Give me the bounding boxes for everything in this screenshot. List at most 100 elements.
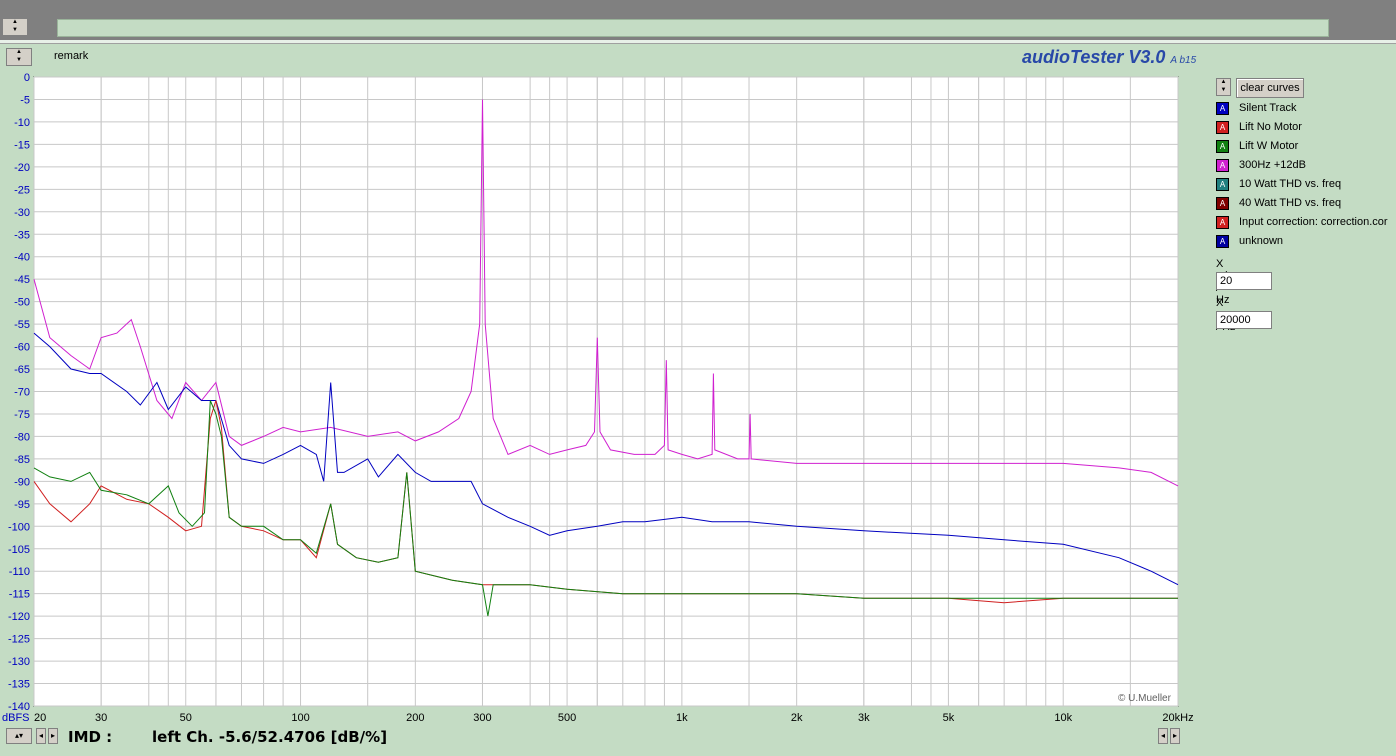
x-tick-label: 3k (858, 712, 870, 724)
x-tick-label: 20kHz (1162, 712, 1193, 724)
imd-label: IMD : (68, 728, 113, 746)
x-tick-label: 30 (95, 712, 107, 724)
imd-value: left Ch. -5.6/52.4706 [dB/%] (152, 728, 388, 746)
y-tick-label: -95 (14, 499, 30, 511)
curve-color-swatch-icon[interactable]: A (1216, 196, 1229, 210)
legend-item[interactable]: A 40 Watt THD vs. freq (1216, 195, 1396, 211)
legend-label: Silent Track (1239, 102, 1297, 114)
x-tick-label: 2k (791, 712, 803, 724)
legend-label: Lift W Motor (1239, 140, 1299, 152)
y-tick-label: -80 (14, 431, 30, 443)
remark-label: remark (54, 50, 89, 62)
status-bar: ▴▾ ◂ ▸ IMD : left Ch. -5.6/52.4706 [dB/%… (0, 724, 1396, 756)
y-tick-label: -70 (14, 387, 30, 399)
x-tick-label: 10k (1054, 712, 1072, 724)
y-tick-label: -130 (8, 656, 30, 668)
y-tick-label: -55 (14, 319, 30, 331)
status-spinner[interactable]: ▴▾ (6, 728, 32, 744)
spin-down-icon[interactable]: ▼ (16, 57, 22, 63)
scroll-left-icon[interactable]: ◂ (1158, 728, 1168, 744)
app-version-suffix: A b15 (1170, 55, 1197, 66)
curve-color-swatch-icon[interactable]: A (1216, 101, 1229, 115)
curve-color-swatch-icon[interactable]: A (1216, 120, 1229, 134)
legend-item[interactable]: A Lift No Motor (1216, 119, 1396, 135)
x-tick-label: 300 (473, 712, 491, 724)
chart-ticks: 0 -5 -10 -15 -20 -25 -30 -35 -40 -45 -50 -55 -60 -65 -… (8, 72, 1194, 724)
y-tick-label: -125 (8, 634, 30, 646)
remark-spinner[interactable]: ▲ ▼ (6, 48, 32, 66)
app-title: audioTester V3.0 A b15 (1022, 47, 1196, 68)
y-tick-label: -15 (14, 139, 30, 151)
top-toolbar: ▲ ▼ (0, 0, 1396, 40)
curve-color-swatch-icon[interactable]: A (1216, 234, 1229, 248)
series-line (33, 99, 1179, 487)
y-tick-label: -5 (20, 94, 30, 106)
y-tick-label: -100 (8, 521, 30, 533)
legend-label: 300Hz +12dB (1239, 159, 1306, 171)
copyright: © U.Mueller (1118, 693, 1172, 704)
y-tick-label: -25 (14, 184, 30, 196)
x-tick-label: 500 (558, 712, 576, 724)
legend-label: 40 Watt THD vs. freq (1239, 197, 1342, 209)
spectrum-chart[interactable]: 0 -5 -10 -15 -20 -25 -30 -35 -40 -45 -50 -55 -60 -65 -… (0, 66, 1210, 724)
curve-color-swatch-icon[interactable]: A (1216, 177, 1229, 191)
y-tick-label: -10 (14, 117, 30, 129)
legend-label: Input correction: correction.cor (1239, 216, 1388, 228)
clear-curves-button[interactable]: clear curves (1236, 78, 1304, 98)
y-tick-label: -90 (14, 476, 30, 488)
series-line (33, 400, 1178, 617)
y-tick-label: -115 (9, 589, 30, 601)
legend-label: 10 Watt THD vs. freq (1239, 178, 1342, 190)
legend-item[interactable]: A Lift W Motor (1216, 138, 1396, 154)
y-tick-label: -35 (14, 229, 30, 241)
chart-series (33, 99, 1179, 617)
y-tick-label: -65 (14, 364, 30, 376)
x-tick-label: 50 (180, 712, 192, 724)
xmax-input[interactable]: 20000 (1216, 311, 1272, 329)
x-tick-label: 1k (676, 712, 688, 724)
curve-color-swatch-icon[interactable]: A (1216, 139, 1229, 153)
x-tick-label: 200 (406, 712, 424, 724)
spin-down-icon[interactable]: ▼ (12, 27, 18, 33)
xmin-input[interactable]: 20 (1216, 272, 1272, 290)
y-tick-label: -30 (14, 207, 30, 219)
y-tick-label: -105 (8, 544, 30, 556)
y-tick-label: -135 (8, 679, 30, 691)
spin-up-icon[interactable]: ▲ (12, 19, 18, 25)
y-tick-label: -50 (14, 297, 30, 309)
y-tick-label: -120 (8, 611, 30, 623)
y-tick-label: -75 (14, 409, 30, 421)
y-tick-label: -60 (14, 342, 30, 354)
y-tick-label: -40 (14, 252, 30, 264)
y-tick-label: -110 (9, 566, 30, 578)
curve-color-swatch-icon[interactable]: A (1216, 215, 1229, 229)
legend-item[interactable]: A Silent Track (1216, 100, 1396, 116)
x-tick-label: 100 (291, 712, 309, 724)
y-tick-label: -20 (14, 162, 30, 174)
app-name: audioTester V3.0 (1022, 47, 1166, 67)
y-axis-label: dBFS (2, 712, 30, 724)
legend-item[interactable]: A Input correction: correction.cor (1216, 214, 1396, 230)
spin-up-icon[interactable]: ▲ (1220, 79, 1227, 85)
curve-color-swatch-icon[interactable]: A (1216, 158, 1229, 172)
top-progress-field (57, 19, 1329, 37)
chart-grid (33, 76, 1179, 707)
series-line (33, 332, 1179, 586)
x-tick-label: 20 (34, 712, 46, 724)
spin-down-icon[interactable]: ▼ (1220, 87, 1227, 93)
next-arrow-icon[interactable]: ▸ (48, 728, 58, 744)
prev-arrow-icon[interactable]: ◂ (36, 728, 46, 744)
curve-spinner[interactable]: ▲ ▼ (1216, 78, 1231, 96)
legend-label: Lift No Motor (1239, 121, 1302, 133)
legend-item[interactable]: A 10 Watt THD vs. freq (1216, 176, 1396, 192)
spin-up-icon[interactable]: ▲ (16, 49, 22, 55)
legend-item[interactable]: A 300Hz +12dB (1216, 157, 1396, 173)
top-spinner[interactable]: ▲ ▼ (2, 18, 28, 36)
legend-label: unknown (1239, 235, 1284, 247)
scroll-right-icon[interactable]: ▸ (1170, 728, 1180, 744)
y-tick-label: -140 (8, 701, 30, 713)
y-tick-label: -45 (14, 274, 30, 286)
y-tick-label: -85 (14, 454, 30, 466)
y-tick-label: 0 (24, 72, 30, 84)
